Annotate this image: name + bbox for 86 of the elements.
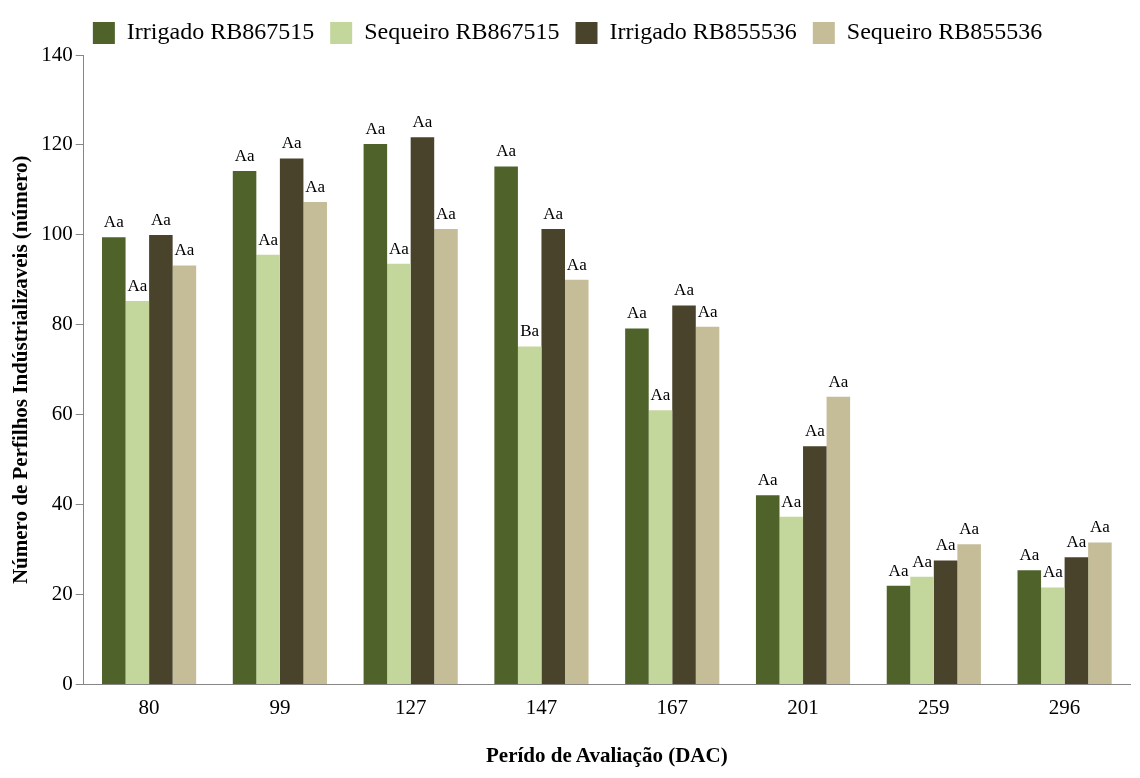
legend-label: Irrigado RB867515 xyxy=(126,18,315,45)
data-label: Aa xyxy=(757,470,779,490)
bar xyxy=(387,263,411,685)
data-label: Aa xyxy=(781,491,802,511)
bar xyxy=(1088,542,1112,685)
x-tick-label: 259 xyxy=(918,694,950,719)
x-axis-title: Perído de Avaliação (DAC) xyxy=(486,742,728,767)
data-label: Aa xyxy=(436,204,457,224)
x-tick-label: 167 xyxy=(656,694,688,719)
data-label: Aa xyxy=(959,519,980,539)
bar xyxy=(625,328,649,685)
y-tick-label: 20 xyxy=(51,581,73,606)
x-tick-label: 127 xyxy=(394,694,427,719)
x-tick-label: 296 xyxy=(1048,694,1081,719)
bar xyxy=(672,305,696,685)
data-label: Aa xyxy=(150,209,172,229)
data-label: Aa xyxy=(627,303,648,323)
data-label: Aa xyxy=(234,146,255,165)
legend-label: Sequeiro RB855536 xyxy=(846,18,1043,45)
bar xyxy=(303,202,327,685)
bar xyxy=(1017,570,1042,685)
y-tick-label: 40 xyxy=(51,491,73,516)
bar xyxy=(494,166,518,685)
bar xyxy=(125,300,150,685)
data-label: Aa xyxy=(543,204,564,224)
data-label: Aa xyxy=(828,371,849,391)
y-tick-label: 60 xyxy=(51,401,73,426)
data-label: Aa xyxy=(258,229,279,249)
bar xyxy=(826,396,851,685)
y-tick-label: 0 xyxy=(62,671,73,696)
y-tick-label: 140 xyxy=(41,41,73,66)
data-label: Aa xyxy=(888,560,909,580)
x-tick-label: 201 xyxy=(787,694,819,719)
data-label: Aa xyxy=(935,535,956,555)
bar xyxy=(1064,557,1089,685)
data-label: Aa xyxy=(674,280,695,300)
data-label: Aa xyxy=(174,240,195,260)
bar xyxy=(779,516,804,685)
bar xyxy=(102,237,126,685)
bar xyxy=(279,158,304,685)
data-label: Aa xyxy=(912,551,933,571)
data-label: Aa xyxy=(365,119,386,139)
data-label: Aa xyxy=(650,385,671,405)
data-label: Aa xyxy=(566,254,588,274)
y-tick-label: 100 xyxy=(41,221,73,246)
bar xyxy=(695,326,720,685)
data-label: Aa xyxy=(127,275,148,295)
legend-label: Irrigado RB855536 xyxy=(609,18,797,45)
bar xyxy=(886,585,911,685)
bar xyxy=(256,254,280,685)
data-label: Aa xyxy=(804,421,826,441)
bar xyxy=(517,346,542,685)
bar xyxy=(363,144,388,685)
bar xyxy=(933,560,958,685)
data-label: Aa xyxy=(697,301,718,321)
bar xyxy=(565,279,589,685)
data-label: Aa xyxy=(281,133,303,153)
bar xyxy=(434,229,458,685)
data-label: Aa xyxy=(496,141,517,161)
data-label: Aa xyxy=(1042,562,1064,582)
bar xyxy=(910,576,934,685)
data-label: Aa xyxy=(1090,517,1111,537)
bar xyxy=(172,265,197,685)
bar xyxy=(410,137,435,685)
data-label: Ba xyxy=(520,321,540,341)
bar xyxy=(957,544,981,685)
legend-label: Sequeiro RB867515 xyxy=(364,18,560,45)
bar xyxy=(541,229,565,685)
data-label: Aa xyxy=(412,112,433,132)
y-axis-title: Número de Perfilhos Indústrializaveis (número) xyxy=(8,155,33,585)
data-label: Aa xyxy=(103,212,125,232)
bar xyxy=(149,234,173,685)
y-tick-label: 80 xyxy=(51,311,73,336)
bar xyxy=(803,446,827,685)
x-tick-label: 80 xyxy=(138,694,160,719)
bar xyxy=(1041,587,1065,685)
data-label: Aa xyxy=(1019,545,1040,565)
y-tick-label: 120 xyxy=(41,131,73,156)
bar xyxy=(648,410,673,685)
bar xyxy=(755,495,780,685)
x-tick-label: 147 xyxy=(525,694,558,719)
data-label: Aa xyxy=(388,238,410,258)
x-tick-label: 99 xyxy=(269,694,291,719)
bar xyxy=(232,171,257,685)
data-label: Aa xyxy=(1066,532,1087,552)
data-label: Aa xyxy=(305,177,326,197)
